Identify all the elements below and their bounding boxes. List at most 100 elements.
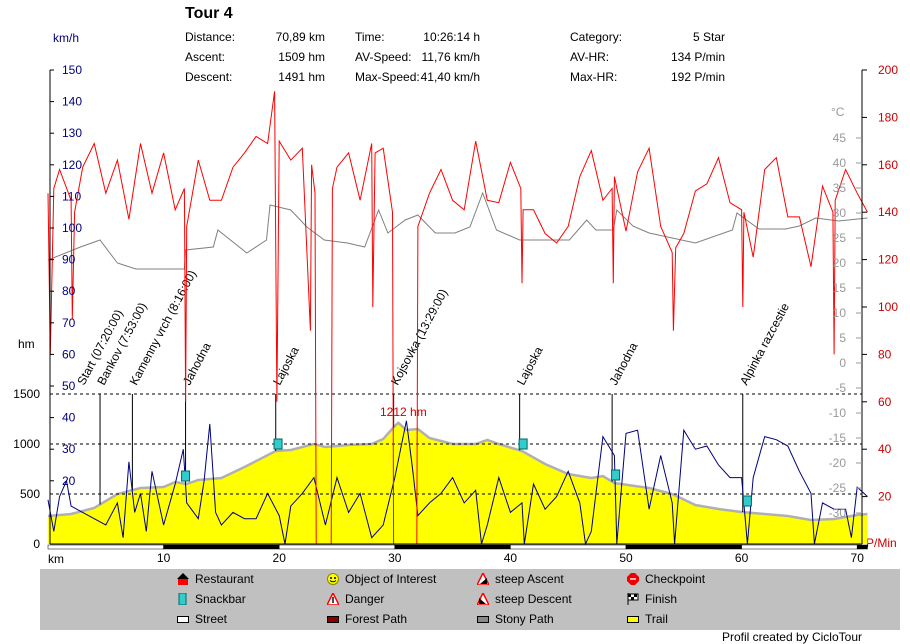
speed-tick-label: 20 <box>62 474 76 488</box>
snackbar-icon <box>273 438 283 450</box>
stat-value: 192 P/min <box>670 70 725 84</box>
stat-value: 10:26:14 h <box>423 30 480 44</box>
stat-value: 5 Star <box>692 30 725 44</box>
temp-tick-label: 10 <box>833 306 847 320</box>
speed-tick-label: 80 <box>62 284 76 298</box>
altitude-tick-label: 500 <box>20 487 40 501</box>
stat-label: Max-Speed: <box>355 70 420 84</box>
speed-line <box>47 420 868 546</box>
x-tick-label: 20 <box>273 551 287 565</box>
legend-label: steep Descent <box>495 592 572 606</box>
danger-icon <box>327 593 339 605</box>
tour-title: Tour 4 <box>185 5 233 22</box>
waypoint-label: Lajoska <box>514 344 546 387</box>
speed-tick-label: 40 <box>62 411 76 425</box>
temp-tick-label: 35 <box>833 181 847 195</box>
legend-label: Checkpoint <box>645 572 706 586</box>
snackbar-icon <box>178 593 187 605</box>
snackbar-icon <box>742 495 752 507</box>
temp-tick-label: -20 <box>829 456 847 470</box>
stat-value: 134 P/min <box>670 50 725 64</box>
stop-sign-icon <box>627 573 639 585</box>
x-tick-label: 60 <box>735 551 749 565</box>
legend-item: Restaurant <box>177 572 254 586</box>
x-tick-label: 50 <box>619 551 633 565</box>
x-tick-label: 10 <box>157 551 171 565</box>
smiley-icon <box>327 573 339 585</box>
speed-tick-label: 30 <box>62 442 76 456</box>
checkered-flag-icon <box>627 593 639 605</box>
legend-item: Forest Path <box>327 612 407 626</box>
legend-item: Finish <box>627 592 677 606</box>
stat-label: AV-Speed: <box>355 50 412 64</box>
max-altitude-label: 1212 hm <box>380 405 427 419</box>
temp-tick-label: 25 <box>833 231 847 245</box>
speed-tick-label: 150 <box>62 63 82 77</box>
legend-label: Restaurant <box>195 572 254 586</box>
speed-tick-label: 70 <box>62 316 76 330</box>
temp-tick-label: -5 <box>835 381 846 395</box>
speed-tick-label: 50 <box>62 379 76 393</box>
surface-segment <box>163 544 280 550</box>
speed-tick-label: 100 <box>62 221 82 235</box>
credit-text: Profil created by CicloTour <box>721 630 862 644</box>
waypoint-label: Alpinka razcestie <box>737 300 792 387</box>
waypoint-label: Jahodna <box>606 340 640 388</box>
stat-label: Distance: <box>185 30 236 44</box>
stat-label: Category: <box>570 30 623 44</box>
legend-item: Danger <box>327 592 384 606</box>
hr-tick-label: 180 <box>878 110 898 124</box>
altitude-tick-label: 1000 <box>13 437 40 451</box>
temp-tick-label: 15 <box>833 281 847 295</box>
surface-segment <box>856 544 868 550</box>
distance-axis-unit: km <box>48 552 64 566</box>
legend-label: steep Ascent <box>495 572 564 586</box>
speed-tick-label: 120 <box>62 158 82 172</box>
altitude-axis-unit: hm <box>18 337 35 351</box>
surface-segment <box>278 544 396 550</box>
temp-tick-label: -10 <box>829 406 847 420</box>
speed-axis-unit: km/h <box>53 31 80 45</box>
temp-tick-label: 30 <box>833 206 847 220</box>
hr-tick-label: 100 <box>878 300 898 314</box>
temp-axis-unit: °C <box>831 105 845 119</box>
stat-label: Ascent: <box>185 50 226 64</box>
x-tick-label: 40 <box>504 551 518 565</box>
hr-tick-label: 200 <box>878 63 898 77</box>
hr-tick-label: 60 <box>878 395 892 409</box>
temp-tick-label: 5 <box>839 331 846 345</box>
snackbar-icon <box>181 470 191 482</box>
speed-tick-label: 90 <box>62 253 76 267</box>
stat-label: AV-HR: <box>570 50 610 64</box>
altitude-area <box>48 422 868 544</box>
x-tick-label: 70 <box>851 551 865 565</box>
hr-tick-label: 140 <box>878 205 898 219</box>
stony-path-swatch-icon <box>477 616 489 623</box>
stat-label: Max-HR: <box>570 70 618 84</box>
altitude-outline <box>47 421 868 522</box>
trail-swatch-icon <box>627 616 639 623</box>
speed-tick-label: 110 <box>62 189 81 203</box>
legend-label: Snackbar <box>195 592 246 606</box>
legend-item: steep Ascent <box>477 572 564 586</box>
temperature-line <box>47 191 868 270</box>
heart-rate-line <box>47 91 868 545</box>
stat-value: 70,89 km <box>275 30 325 44</box>
x-tick-label: 30 <box>388 551 402 565</box>
legend: Restaurant Object of Interest steep Ascent… <box>40 569 900 630</box>
altitude-tick-label: 1500 <box>13 387 40 401</box>
hr-tick-label: 40 <box>878 442 892 456</box>
legend-label: Stony Path <box>495 612 554 626</box>
temp-tick-label: -15 <box>829 431 847 445</box>
snackbar-icon <box>518 438 528 450</box>
speed-tick-label: 130 <box>62 126 82 140</box>
street-swatch-icon <box>177 616 189 623</box>
waypoint-label: Lajoska <box>270 344 302 387</box>
hr-tick-label: 120 <box>878 253 898 267</box>
temp-tick-label: 45 <box>833 131 847 145</box>
hr-tick-label: 160 <box>878 158 898 172</box>
surface-segment <box>510 544 627 550</box>
temp-tick-label: 20 <box>833 256 847 270</box>
